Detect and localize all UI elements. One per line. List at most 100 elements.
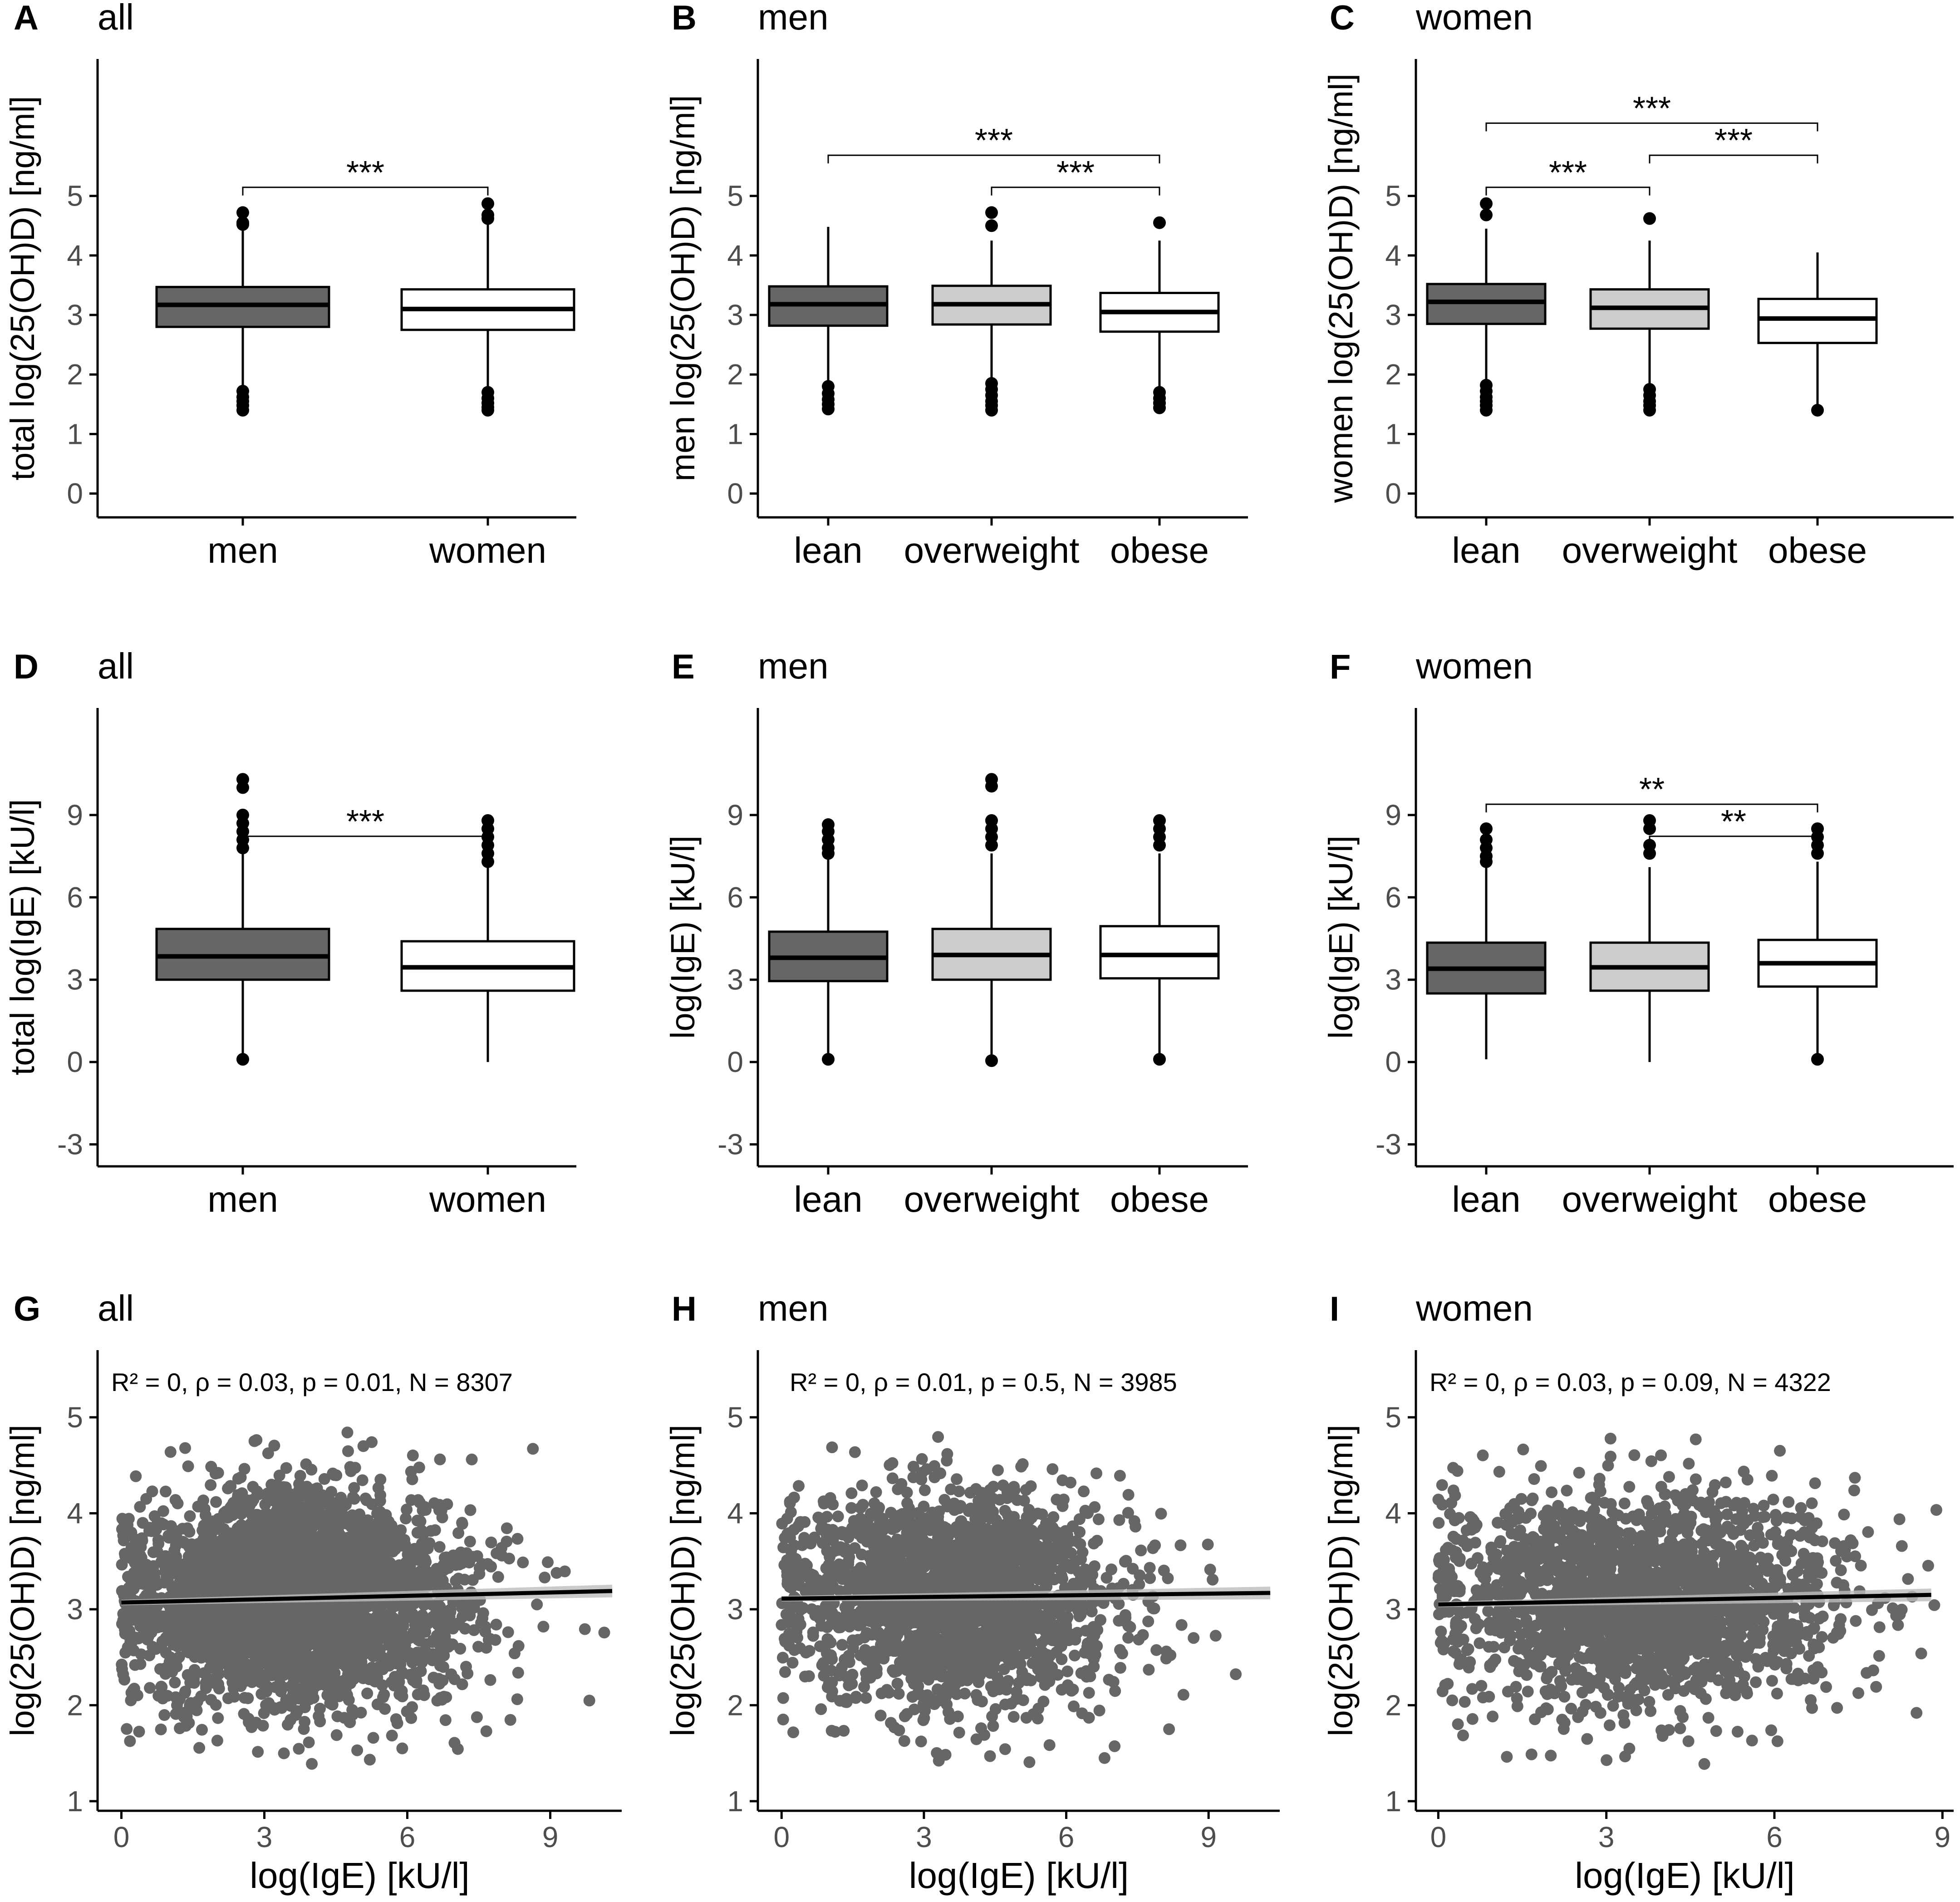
- outlier-point: [1480, 855, 1493, 868]
- scatter-point: [489, 1634, 501, 1646]
- scatter-point: [211, 1735, 223, 1747]
- outlier-point: [1811, 403, 1824, 417]
- scatter-point: [396, 1742, 408, 1755]
- scatter-point: [134, 1578, 146, 1590]
- scatter-point: [298, 1648, 310, 1660]
- y-tick-label: 3: [727, 299, 743, 331]
- scatter-point: [583, 1695, 595, 1707]
- scatter-point: [420, 1504, 432, 1516]
- box-lean: [768, 818, 889, 1066]
- scatter-point: [320, 1527, 332, 1539]
- scatter-point: [372, 1482, 384, 1494]
- scatter-point: [539, 1572, 551, 1583]
- scatter-point: [116, 1523, 128, 1535]
- x-category-label: lean: [1452, 1179, 1520, 1219]
- panel-letter: G: [14, 1290, 40, 1328]
- x-category-label: obese: [1768, 1179, 1867, 1219]
- scatter-point: [294, 1581, 306, 1593]
- scatter-point: [390, 1644, 402, 1656]
- scatter-point: [456, 1517, 468, 1529]
- scatter-point: [406, 1701, 418, 1713]
- y-axis-title: total log(IgE) [kU/l]: [4, 799, 41, 1076]
- scatter-point: [413, 1646, 425, 1659]
- scatter-point: [953, 1726, 965, 1739]
- y-tick-label: 6: [67, 881, 83, 914]
- scatter-points: [116, 1426, 610, 1770]
- scatter-point: [248, 1435, 260, 1447]
- x-axis-title: log(IgE) [kU/l]: [250, 1855, 470, 1896]
- scatter-point: [306, 1657, 318, 1669]
- y-tick-label: 5: [727, 180, 743, 212]
- scatter-point: [464, 1535, 476, 1548]
- scatter-point: [550, 1567, 563, 1579]
- scatter-point: [1207, 1573, 1219, 1586]
- y-tick-label: 0: [1385, 477, 1401, 510]
- scatter-point: [366, 1436, 378, 1448]
- outlier-point: [1643, 403, 1656, 417]
- scatter-point: [422, 1543, 434, 1554]
- y-tick-label: 1: [67, 418, 83, 450]
- box-obese: [1099, 814, 1220, 1066]
- scatter-point: [188, 1664, 201, 1676]
- panel-title: men: [758, 0, 829, 37]
- scatter-point: [336, 1675, 348, 1687]
- scatter-point: [845, 1487, 858, 1499]
- scatter-point: [1177, 1689, 1189, 1701]
- scatter-point: [1046, 1463, 1059, 1475]
- outlier-point: [1153, 839, 1166, 852]
- scatter-point: [391, 1717, 403, 1730]
- scatter-point: [462, 1667, 474, 1680]
- scatter-point: [1135, 1544, 1147, 1557]
- scatter-point: [158, 1709, 171, 1721]
- scatter-point: [899, 1710, 911, 1722]
- outlier-point: [1480, 197, 1493, 210]
- scatter-point: [240, 1642, 252, 1655]
- box-overweight: [931, 773, 1052, 1067]
- scatter-point: [1163, 1723, 1175, 1735]
- scatter-point: [246, 1659, 258, 1671]
- y-tick-label: 4: [727, 1497, 743, 1529]
- scatter-point: [1105, 1563, 1117, 1576]
- scatter-point: [128, 1604, 140, 1616]
- annotation-n: N = 8307: [409, 1368, 513, 1396]
- scatter-point: [402, 1604, 414, 1616]
- scatter-point: [433, 1541, 446, 1553]
- x-category-label: obese: [1110, 530, 1209, 570]
- scatter-point: [401, 1504, 413, 1516]
- scatter-point: [196, 1724, 208, 1736]
- scatter-point: [916, 1453, 928, 1465]
- scatter-point: [348, 1493, 360, 1505]
- y-tick-label: 9: [1385, 799, 1401, 831]
- scatter-point: [598, 1627, 610, 1639]
- scatter-point: [214, 1535, 226, 1547]
- scatter-point: [320, 1498, 332, 1510]
- scatter-point: [378, 1689, 390, 1701]
- scatter-point: [1083, 1687, 1095, 1699]
- scatter-point: [338, 1537, 350, 1549]
- scatter-point: [340, 1653, 352, 1665]
- box-iqr: [1757, 298, 1878, 344]
- scatter-point: [453, 1618, 466, 1631]
- scatter-point: [485, 1536, 497, 1548]
- x-category-label: lean: [1452, 530, 1520, 570]
- outlier-point: [1480, 822, 1493, 836]
- scatter-point: [427, 1611, 439, 1623]
- scatter-point: [133, 1725, 145, 1738]
- scatter-point: [860, 1692, 872, 1704]
- scatter-point: [413, 1635, 426, 1647]
- scatter-point: [419, 1553, 431, 1565]
- scatter-point: [1065, 1476, 1076, 1489]
- panel-title: all: [98, 1288, 134, 1328]
- scatter-point: [1052, 1553, 1065, 1565]
- y-tick-label: 2: [727, 1689, 743, 1721]
- significance-bracket: ***: [1485, 155, 1651, 196]
- scatter-point: [471, 1711, 483, 1723]
- scatter-point: [793, 1480, 805, 1492]
- outlier-point: [1643, 847, 1656, 860]
- scatter-point: [537, 1621, 550, 1633]
- scatter-point: [160, 1646, 172, 1659]
- scatter-point: [213, 1668, 225, 1680]
- significance-label: ***: [1549, 155, 1587, 191]
- scatter-point: [1092, 1513, 1105, 1525]
